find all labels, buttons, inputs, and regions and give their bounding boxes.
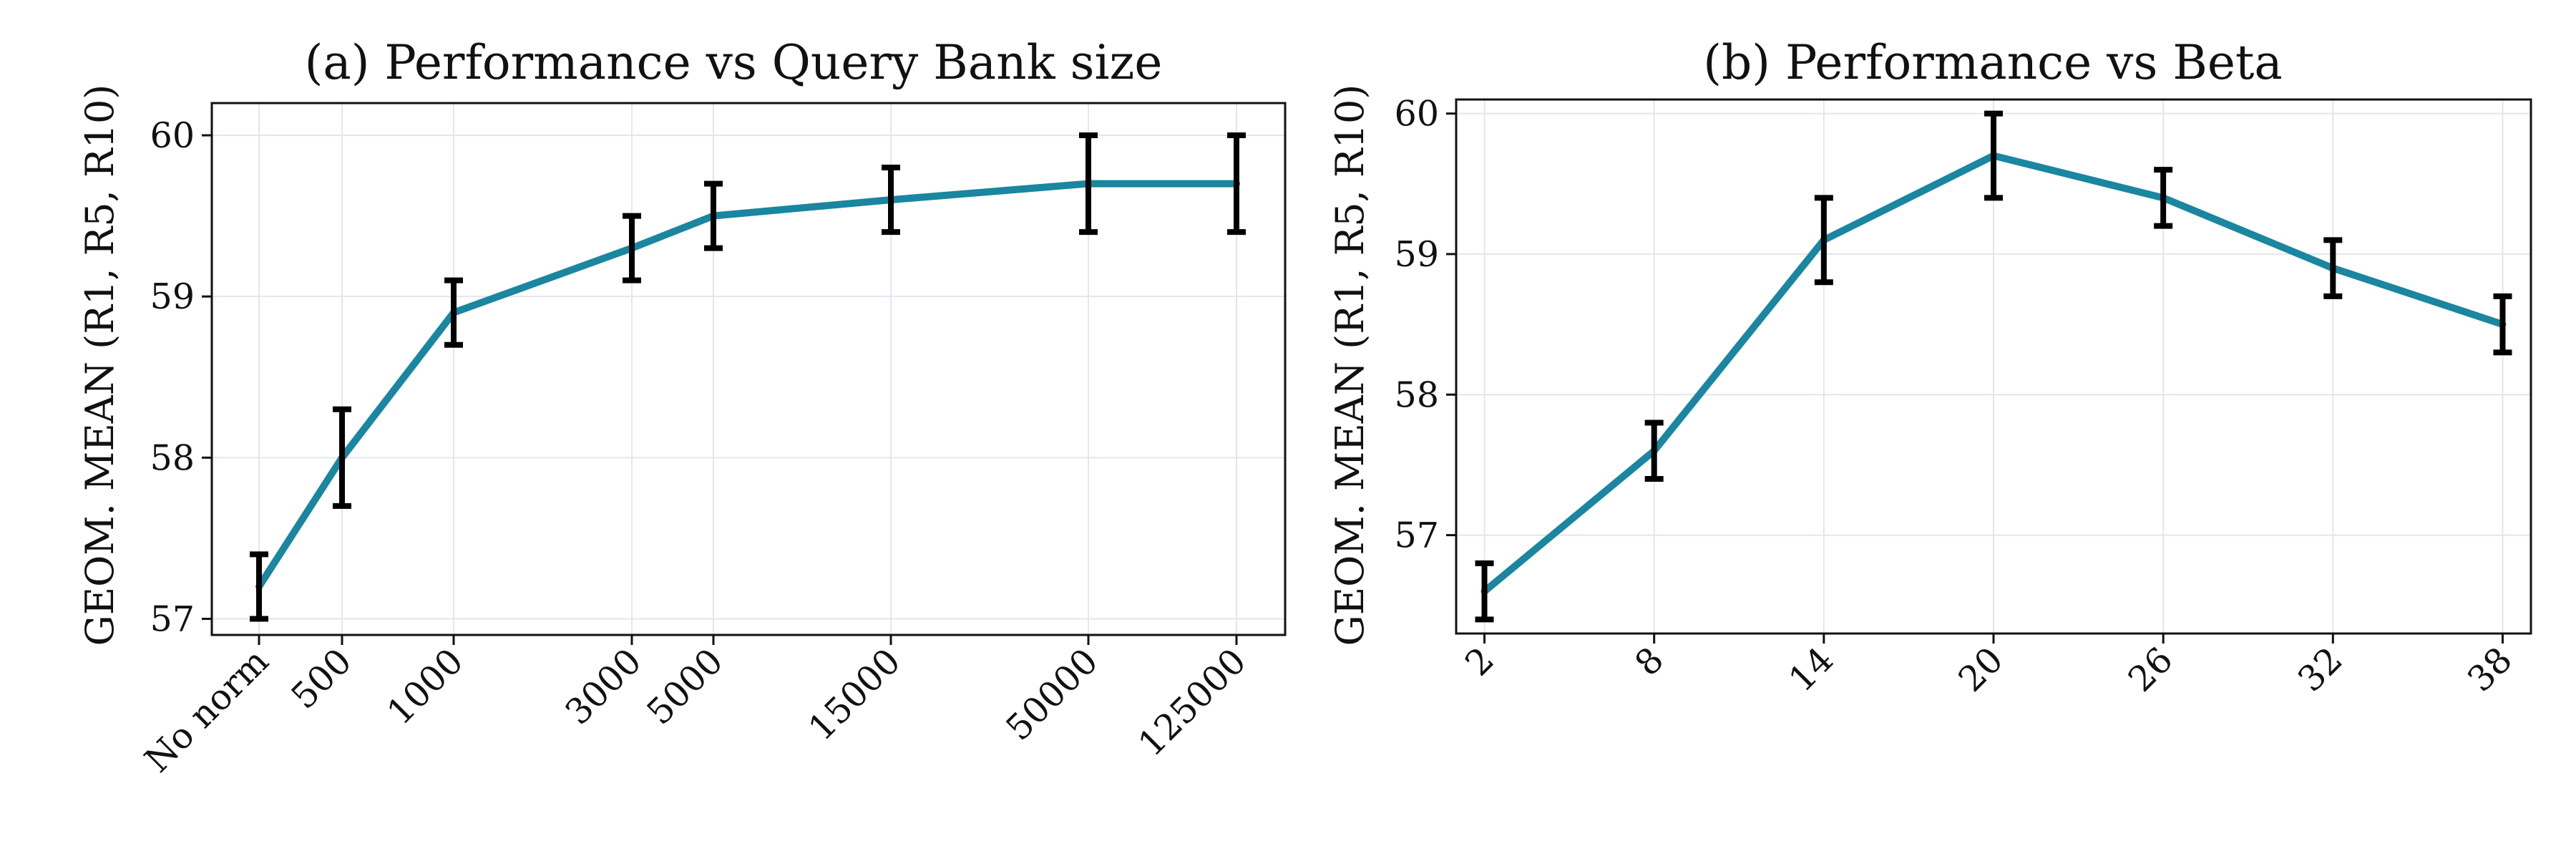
y-tick-label: 58: [150, 437, 195, 478]
x-tick-label: 125000: [1131, 641, 1254, 765]
chart-title-a: (a) Performance vs Query Bank size: [305, 35, 1163, 90]
y-tick-label: 59: [1395, 234, 1439, 275]
y-tick-label: 60: [1395, 94, 1439, 135]
y-axis-label-b: GEOM. MEAN (R1, R5, R10): [1327, 84, 1372, 646]
x-tick-label: 32: [2290, 639, 2350, 699]
error-bar: [333, 406, 351, 509]
x-tick-label: 3000: [557, 641, 649, 732]
error-bar: [2323, 237, 2343, 299]
error-bar: [1079, 132, 1098, 236]
error-bar: [2154, 167, 2173, 229]
error-bar: [250, 551, 268, 622]
error-bar: [2493, 293, 2512, 356]
x-tick-label: 14: [1781, 639, 1841, 699]
y-tick-label: 60: [150, 115, 195, 156]
error-bar: [623, 213, 641, 283]
x-tick-label: No norm: [137, 641, 276, 780]
error-bar: [444, 277, 463, 348]
error-bar: [882, 165, 900, 236]
y-tick-label: 58: [1395, 374, 1439, 415]
x-tick-label: 5000: [639, 641, 731, 732]
error-bar: [1984, 110, 2003, 201]
error-bar: [1644, 419, 1664, 482]
chart-panel-a: (a) Performance vs Query Bank size GEOM.…: [77, 35, 1287, 780]
error-bar: [1475, 560, 1494, 623]
x-tick-label: 15000: [801, 641, 909, 749]
y-axis-label-a: GEOM. MEAN (R1, R5, R10): [77, 84, 122, 646]
x-tick-label: 38: [2460, 639, 2520, 699]
error-bar: [1814, 195, 1833, 286]
x-tick-label: 26: [2120, 639, 2180, 699]
error-bar: [704, 180, 723, 251]
x-tick-label: 500: [283, 641, 359, 717]
series-line-a: [255, 180, 1240, 591]
y-tick-label: 59: [150, 276, 195, 317]
error-bar: [1227, 132, 1246, 236]
x-tick-label: 8: [1627, 639, 1672, 684]
plot-frame-a: [210, 102, 1287, 636]
x-tick-label: 20: [1951, 639, 2011, 699]
y-tick-label: 57: [1395, 515, 1439, 556]
chart-panel-b: (b) Performance vs Beta GEOM. MEAN (R1, …: [1327, 35, 2532, 700]
y-tick-label: 57: [150, 598, 195, 639]
chart-title-b: (b) Performance vs Beta: [1703, 35, 2283, 90]
x-tick-label: 50000: [998, 641, 1106, 749]
x-tick-label: 2: [1458, 639, 1502, 684]
x-tick-label: 1000: [379, 641, 471, 732]
